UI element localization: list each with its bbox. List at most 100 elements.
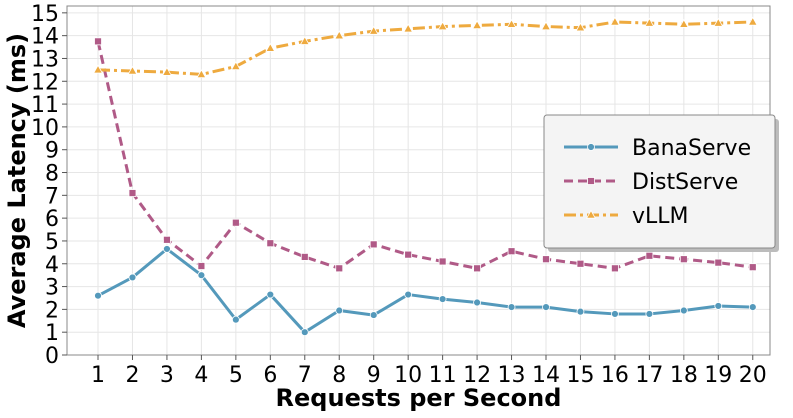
- y-tick-label: 10: [31, 116, 59, 141]
- distserve-point: [300, 253, 309, 261]
- vllm-point: [403, 23, 414, 33]
- legend-marker-vllm: [586, 209, 596, 219]
- banaserve-point: [369, 311, 378, 319]
- y-axis-label: Average Latency (ms): [3, 33, 31, 328]
- vllm-point: [334, 30, 345, 40]
- vllm-point: [713, 17, 724, 27]
- banaserve-point: [645, 310, 654, 318]
- x-tick-label: 5: [229, 363, 243, 388]
- legend-label-banaserve: BanaServe: [632, 136, 751, 161]
- x-tick-label: 10: [394, 363, 422, 388]
- banaserve-point: [266, 290, 275, 299]
- y-tick-label: 15: [31, 2, 59, 27]
- y-tick-label: 0: [45, 344, 59, 369]
- banaserve-line: [97, 247, 753, 334]
- legend-marker-distserve: [587, 177, 595, 185]
- x-tick-label: 7: [298, 363, 312, 388]
- distserve-point: [128, 189, 137, 197]
- x-tick-label: 6: [263, 363, 277, 388]
- distserve-point: [197, 262, 206, 270]
- x-axis-ticks: 1 2 3 4 5 6 7 8 9 10 11 12 13 14 15 16 17 18 19 20: [91, 355, 767, 388]
- distserve-point: [438, 257, 447, 266]
- legend: BanaServe DistServe vLLM: [543, 114, 779, 252]
- legend-label-distserve: DistServe: [632, 170, 738, 195]
- legend-item-banaserve: BanaServe: [564, 136, 751, 161]
- x-axis-label: Requests per Second: [276, 384, 562, 412]
- series-lines: [93, 16, 758, 337]
- distserve-point: [507, 247, 516, 256]
- y-tick-label: 13: [31, 47, 59, 72]
- legend-item-distserve: DistServe: [564, 170, 738, 195]
- distserve-point: [404, 250, 413, 259]
- grid: [67, 6, 770, 356]
- x-tick-label: 20: [739, 363, 767, 388]
- banaserve-point: [163, 245, 171, 253]
- distserve-line: [96, 41, 753, 270]
- distserve-point: [645, 251, 654, 260]
- x-tick-label: 12: [463, 363, 491, 388]
- vllm-point: [609, 16, 620, 26]
- x-tick-label: 14: [532, 363, 560, 388]
- y-tick-label: 12: [31, 70, 59, 95]
- vllm-point: [747, 16, 758, 26]
- vllm-point: [368, 25, 379, 35]
- banaserve-point: [335, 306, 344, 315]
- banaserve-point: [197, 271, 206, 280]
- vllm-point: [506, 18, 517, 28]
- vllm-point: [541, 21, 551, 31]
- vllm-point: [230, 61, 241, 71]
- distserve-point: [748, 263, 757, 272]
- distserve-point: [266, 239, 275, 248]
- distserve-point: [576, 259, 585, 268]
- x-tick-label: 11: [429, 363, 457, 388]
- x-tick-label: 9: [367, 363, 381, 388]
- distserve-point: [542, 255, 550, 264]
- x-tick-label: 1: [91, 363, 105, 388]
- banaserve-point: [438, 295, 447, 304]
- vllm-point: [93, 64, 103, 74]
- distserve-point: [369, 240, 378, 249]
- legend-marker-banaserve: [587, 143, 595, 151]
- vllm-line: [97, 20, 753, 76]
- banaserve-point: [231, 315, 240, 324]
- x-tick-label: 3: [160, 363, 174, 388]
- y-tick-label: 1: [45, 321, 59, 346]
- banaserve-point: [611, 310, 619, 318]
- x-tick-label: 8: [332, 363, 346, 388]
- vllm-point: [127, 65, 138, 75]
- distserve-point: [163, 235, 171, 244]
- series-distserve: [94, 37, 757, 273]
- x-tick-label: 16: [601, 363, 629, 388]
- banaserve-point: [714, 302, 723, 310]
- y-tick-label: 14: [31, 25, 59, 50]
- y-tick-label: 3: [45, 276, 59, 301]
- banaserve-point: [404, 290, 413, 299]
- banaserve-point: [128, 273, 137, 282]
- vllm-point: [265, 42, 276, 52]
- legend-item-vllm: vLLM: [564, 204, 689, 229]
- y-tick-label: 9: [45, 139, 59, 164]
- x-tick-label: 15: [566, 363, 594, 388]
- y-tick-label: 8: [45, 162, 59, 187]
- banaserve-point: [300, 328, 309, 337]
- y-tick-label: 7: [45, 184, 59, 209]
- x-tick-label: 17: [635, 363, 663, 388]
- banaserve-point: [542, 303, 550, 311]
- distserve-point: [679, 255, 688, 264]
- banaserve-point: [748, 303, 757, 311]
- banaserve-point: [679, 306, 688, 315]
- vllm-point: [472, 20, 483, 29]
- x-tick-label: 4: [194, 363, 208, 388]
- distserve-point: [335, 264, 344, 273]
- vllm-point: [299, 36, 310, 45]
- series-vllm: [93, 16, 758, 79]
- y-tick-label: 5: [45, 230, 59, 255]
- distserve-point: [714, 258, 723, 267]
- x-tick-label: 2: [125, 363, 139, 388]
- x-tick-label: 13: [498, 363, 526, 388]
- x-tick-label: 19: [704, 363, 732, 388]
- vllm-point: [678, 18, 689, 28]
- vllm-point: [437, 21, 448, 31]
